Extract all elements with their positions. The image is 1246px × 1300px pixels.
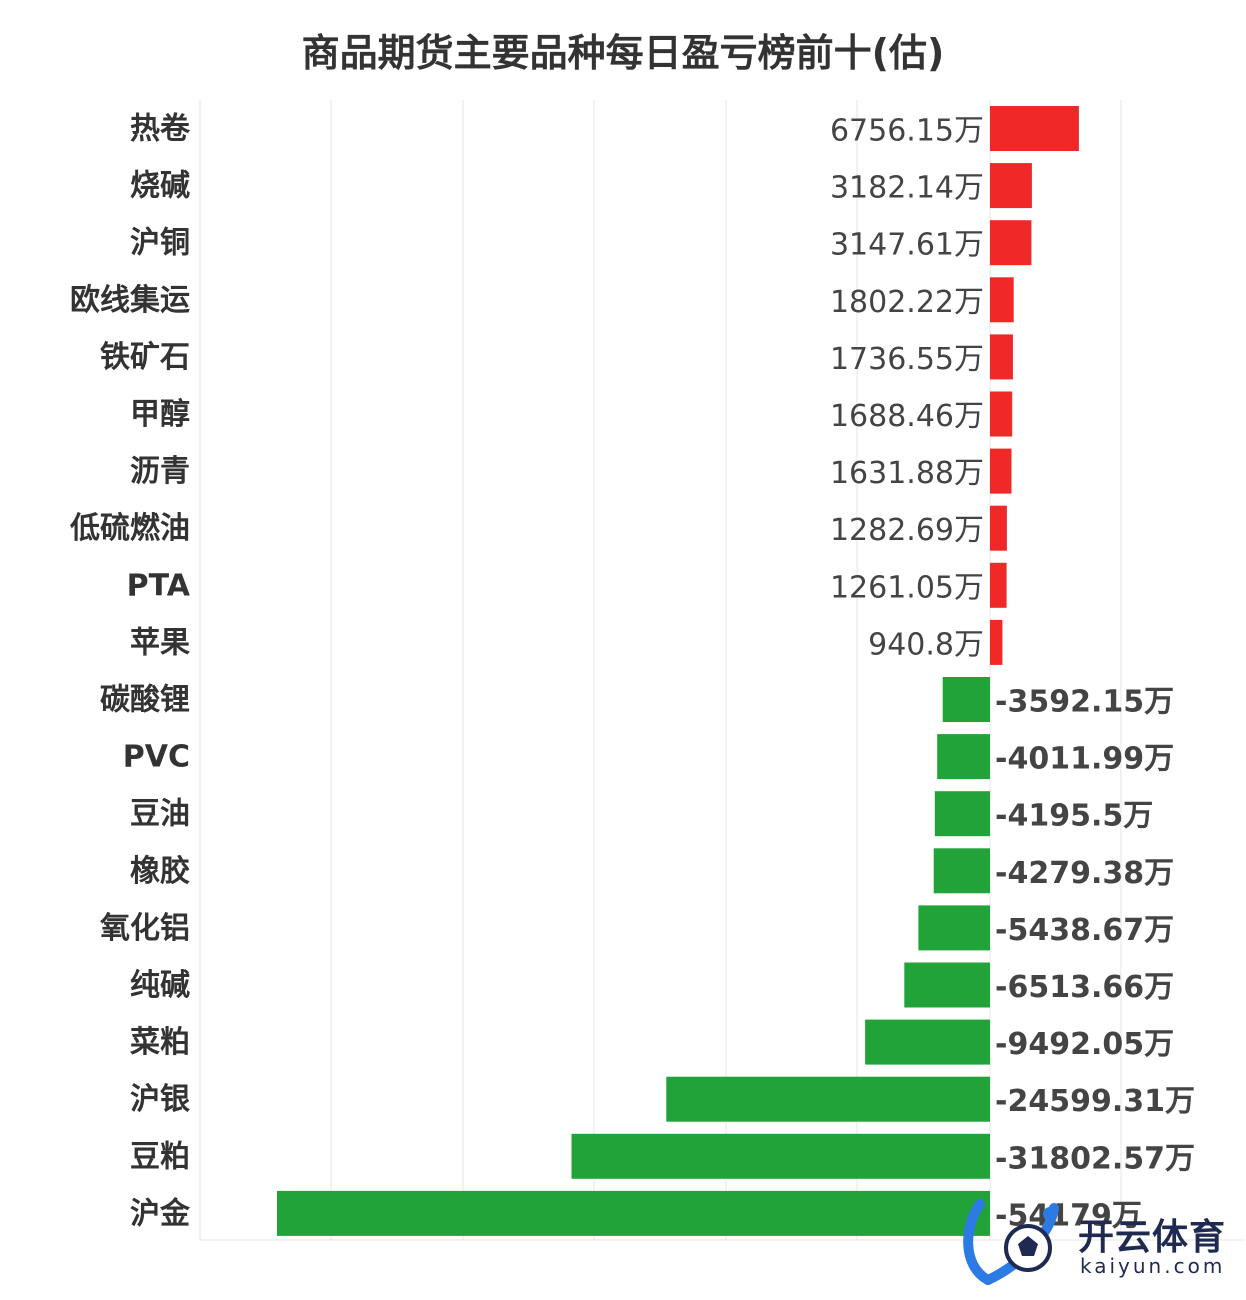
data-label: 3182.14万 — [830, 171, 984, 206]
category-label: PVC — [123, 740, 190, 775]
bar — [865, 1019, 990, 1065]
category-label: 铁矿石 — [100, 340, 190, 375]
data-label: 940.8万 — [868, 627, 984, 662]
bar — [990, 505, 1007, 551]
data-label: 6756.15万 — [830, 114, 984, 149]
bar — [904, 962, 990, 1008]
bar — [990, 163, 1032, 209]
category-label: 烧碱 — [130, 169, 190, 204]
category-label: 低硫燃油 — [69, 511, 190, 546]
data-label: -4279.38万 — [995, 856, 1174, 891]
watermark-name: 开云体育 — [1078, 1217, 1227, 1258]
bar — [990, 334, 1013, 380]
bar — [666, 1076, 990, 1122]
category-label: 豆油 — [130, 797, 190, 832]
category-label: 欧线集运 — [70, 283, 190, 318]
bar — [937, 734, 990, 780]
category-label: 甲醇 — [130, 397, 190, 432]
bar — [990, 220, 1032, 266]
bar — [990, 619, 1003, 665]
chart-title: 商品期货主要品种每日盈亏榜前十(估) — [301, 31, 945, 75]
bar — [918, 905, 990, 951]
watermark-url: kaiyun.com — [1080, 1254, 1226, 1278]
bar — [942, 677, 990, 722]
bar — [990, 562, 1007, 608]
data-label: 3147.61万 — [830, 228, 984, 263]
data-label: 1261.05万 — [830, 570, 984, 605]
category-label: 菜粕 — [130, 1025, 190, 1060]
category-label: 沪铜 — [130, 226, 190, 261]
data-label: -24599.31万 — [995, 1084, 1195, 1119]
category-label: 豆粕 — [130, 1139, 190, 1174]
bar — [277, 1190, 990, 1236]
category-label: 热卷 — [130, 112, 191, 147]
gridlines — [199, 100, 1244, 1241]
category-label: 苹果 — [130, 625, 190, 660]
data-label: 1802.22万 — [830, 285, 984, 320]
bars — [277, 106, 1079, 1236]
category-label: 沪金 — [130, 1196, 191, 1231]
bar — [933, 848, 990, 894]
data-label: -9492.05万 — [995, 1027, 1174, 1062]
category-label: 氧化铝 — [100, 911, 190, 946]
bar — [990, 391, 1013, 437]
data-label: -4195.5万 — [995, 799, 1153, 834]
value-labels: 6756.15万 3182.14万 3147.61万 1802.22万 1736.55万… — [830, 114, 1195, 1234]
bar — [571, 1133, 990, 1179]
data-label: 1688.46万 — [830, 399, 984, 434]
kaiyun-logo-icon — [963, 1199, 1059, 1285]
bar — [990, 106, 1079, 151]
data-label: 1736.55万 — [830, 342, 984, 377]
bar — [990, 277, 1014, 323]
data-label: -4011.99万 — [995, 742, 1174, 777]
watermark: 开云体育 kaiyun.com — [958, 1196, 1238, 1286]
category-label: 橡胶 — [130, 854, 190, 889]
bar — [990, 448, 1012, 494]
data-label: 1282.69万 — [830, 513, 984, 548]
category-label: 碳酸锂 — [100, 683, 190, 718]
data-label: -5438.67万 — [995, 913, 1174, 948]
data-label: -6513.66万 — [995, 970, 1174, 1005]
category-label: 纯碱 — [130, 968, 190, 1003]
category-label: 沪银 — [130, 1082, 190, 1117]
bar — [934, 791, 990, 837]
category-label: PTA — [127, 568, 191, 603]
data-label: 1631.88万 — [830, 456, 984, 491]
data-label: -31802.57万 — [995, 1141, 1195, 1176]
data-label: -3592.15万 — [995, 685, 1174, 720]
category-label: 沥青 — [130, 454, 190, 489]
